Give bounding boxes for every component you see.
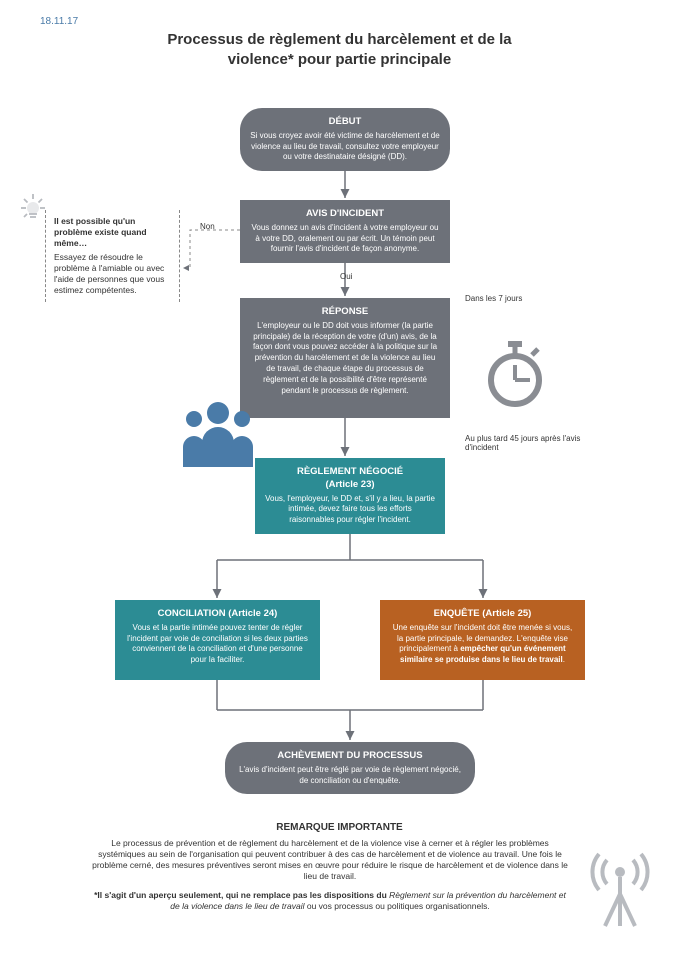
footer-paragraph-1: Le processus de prévention et de règleme… <box>90 838 570 882</box>
sidebox-body: Essayez de résoudre le problème à l'amia… <box>54 252 171 296</box>
node-enquete-body: Une enquête sur l'incident doit être men… <box>393 623 572 664</box>
node-debut-title: DÉBUT <box>250 116 440 129</box>
node-avis: AVIS D'INCIDENT Vous donnez un avis d'in… <box>240 200 450 263</box>
footer-heading: REMARQUE IMPORTANTE <box>0 822 679 833</box>
node-conciliation-body: Vous et la partie intimée pouvez tenter … <box>127 623 308 664</box>
node-reponse-body: L'employeur ou le DD doit vous informer … <box>253 321 437 395</box>
broadcast-icon <box>585 850 655 932</box>
node-achevement-body: L'avis d'incident peut être réglé par vo… <box>239 765 461 785</box>
doc-title: Processus de règlement du harcèlement et… <box>0 30 679 69</box>
label-oui: Oui <box>340 272 352 281</box>
node-reglement-body: Vous, l'employeur, le DD et, s'il y a li… <box>265 494 435 525</box>
label-non: Non <box>200 222 215 231</box>
node-reglement: RÈGLEMENT NÉGOCIÉ(Article 23) Vous, l'em… <box>255 458 445 534</box>
doc-date: 18.11.17 <box>40 16 78 27</box>
lightbulb-icon <box>15 190 51 228</box>
node-reponse: RÉPONSE L'employeur ou le DD doit vous i… <box>240 298 450 418</box>
node-debut-body: Si vous croyez avoir été victime de harc… <box>250 131 439 162</box>
node-debut: DÉBUT Si vous croyez avoir été victime d… <box>240 108 450 171</box>
node-avis-title: AVIS D'INCIDENT <box>250 208 440 221</box>
node-achevement-title: ACHÈVEMENT DU PROCESSUS <box>235 750 465 763</box>
label-7-days: Dans les 7 jours <box>465 294 522 303</box>
node-enquete-title: ENQUÊTE (Article 25) <box>390 608 575 621</box>
node-conciliation-title: CONCILIATION (Article 24) <box>125 608 310 621</box>
node-reglement-title: RÈGLEMENT NÉGOCIÉ(Article 23) <box>265 466 435 492</box>
label-45-days: Au plus tard 45 jours après l'avis d'inc… <box>465 434 600 452</box>
node-conciliation: CONCILIATION (Article 24) Vous et la par… <box>115 600 320 680</box>
footer-paragraph-2: *Il s'agit d'un aperçu seulement, qui ne… <box>90 890 570 912</box>
node-achevement: ACHÈVEMENT DU PROCESSUS L'avis d'inciden… <box>225 742 475 794</box>
stopwatch-icon <box>480 335 550 412</box>
sidebox-title: Il est possible qu'un problème existe qu… <box>54 216 171 249</box>
node-enquete: ENQUÊTE (Article 25) Une enquête sur l'i… <box>380 600 585 680</box>
people-icon <box>178 395 258 472</box>
node-reponse-title: RÉPONSE <box>250 306 440 319</box>
node-avis-body: Vous donnez un avis d'incident à votre e… <box>252 223 439 254</box>
sidebox-problem: Il est possible qu'un problème existe qu… <box>45 210 180 302</box>
